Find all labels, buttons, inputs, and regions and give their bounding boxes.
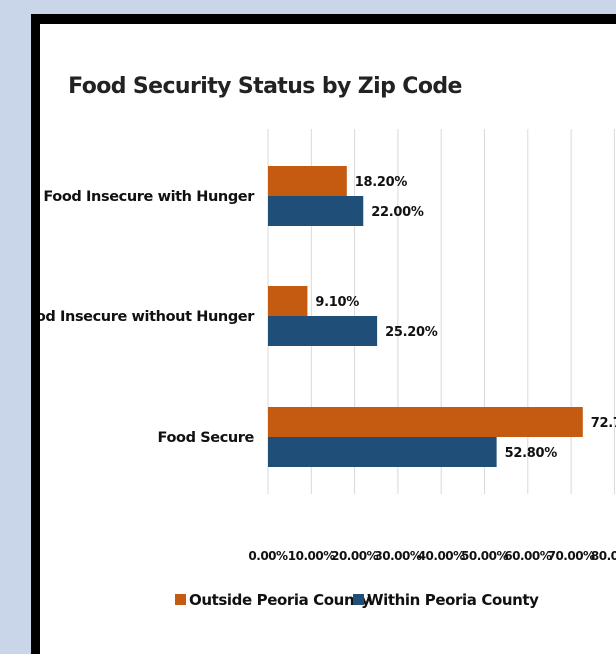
chart-panel: Food Security Status by Zip Code 0.00% 10…: [40, 24, 616, 654]
category-label: Food Secure: [158, 430, 255, 446]
bar-outside: [268, 286, 308, 316]
x-tick-label: 10.00%: [288, 549, 335, 563]
data-label: 9.10%: [315, 295, 359, 310]
x-tick-label: 30.00%: [374, 549, 421, 563]
data-label: 72.70%: [591, 416, 616, 431]
x-tick-label: 80.00%: [591, 549, 616, 563]
x-tick-label: 20.00%: [331, 549, 378, 563]
data-label: 22.00%: [371, 205, 424, 220]
legend-label: Within Peoria County: [367, 591, 539, 609]
chart-title: Food Security Status by Zip Code: [68, 74, 462, 99]
x-tick-label: 0.00%: [248, 549, 288, 563]
data-label: 25.20%: [385, 325, 438, 340]
x-tick-label: 70.00%: [548, 549, 595, 563]
x-tick-label: 40.00%: [418, 549, 465, 563]
bar-within: [268, 196, 364, 226]
bars: [268, 166, 583, 467]
labels: 0.00% 10.00%20.00%30.00%40.00%50.00%60.00…: [40, 175, 616, 563]
legend-label: Outside Peoria County: [189, 591, 371, 609]
x-tick-label: 60.00%: [504, 549, 551, 563]
bar-outside: [268, 166, 347, 196]
bar-outside: [268, 407, 583, 437]
food-security-chart: Food Security Status by Zip Code 0.00% 10…: [40, 74, 616, 609]
data-label: 52.80%: [505, 446, 558, 461]
bar-within: [268, 437, 497, 467]
legend-swatch: [175, 594, 186, 605]
category-label: Food Insecure with Hunger: [43, 189, 255, 205]
bar-within: [268, 316, 378, 346]
x-tick-label: 50.00%: [461, 549, 508, 563]
legend-swatch: [353, 594, 364, 605]
category-label: Food Insecure without Hunger: [40, 309, 255, 325]
data-label: 18.20%: [355, 175, 408, 190]
